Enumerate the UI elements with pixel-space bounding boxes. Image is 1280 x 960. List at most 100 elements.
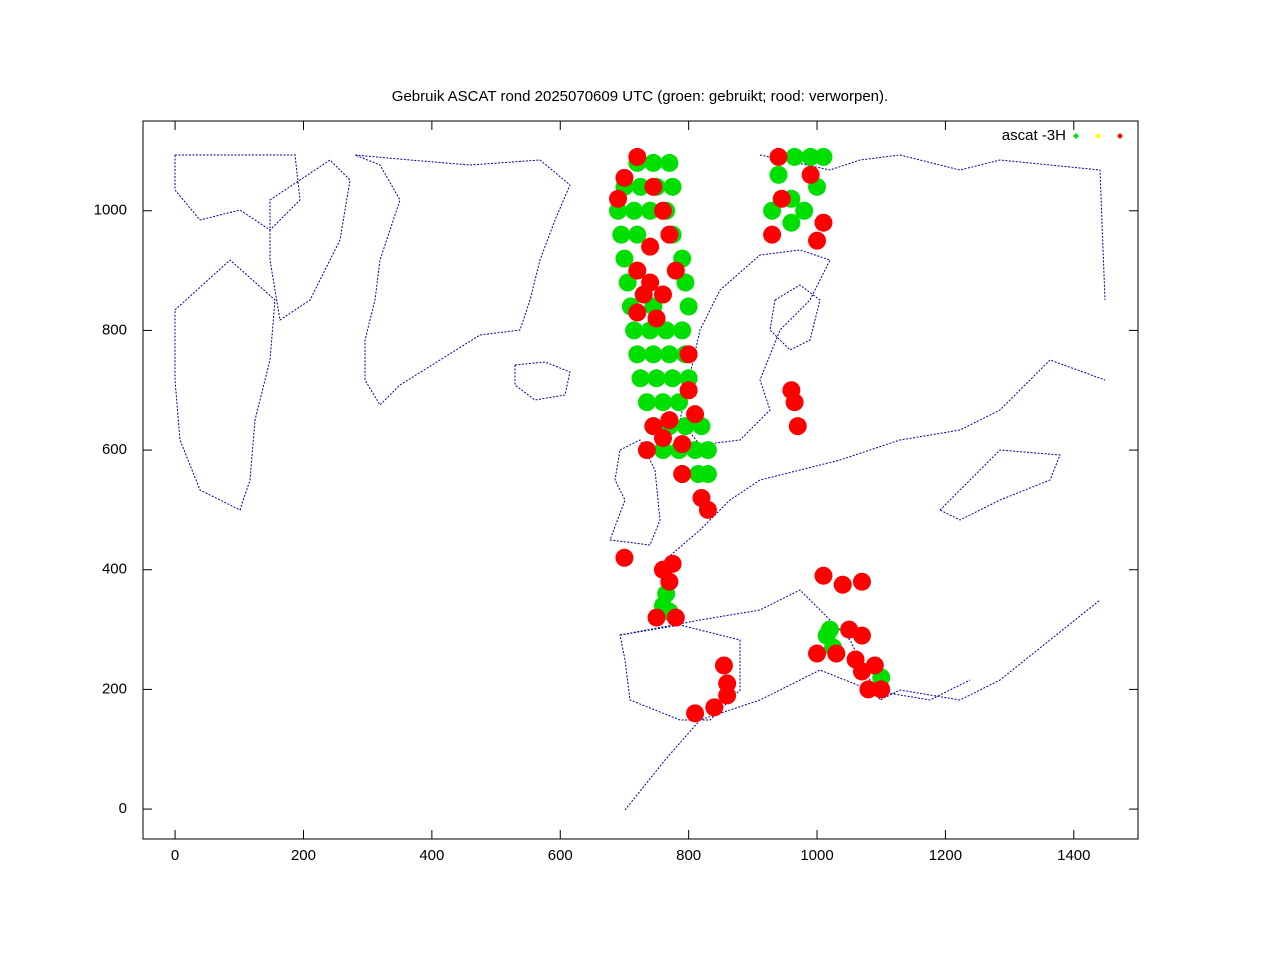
data-point [666,608,685,627]
coastline [354,154,571,406]
y-tick-label: 800 [102,321,127,338]
coastline [769,284,821,351]
y-tick-label: 400 [102,561,127,578]
data-point [631,177,650,196]
data-point [808,644,827,663]
data-point [782,381,801,400]
data-point [676,273,695,292]
legend-marker [1095,133,1101,139]
data-point [801,147,820,166]
data-point [714,656,733,675]
data-point [625,201,644,220]
data-point [653,201,672,220]
data-point [795,201,814,220]
data-point [644,153,663,172]
data-point [698,465,717,484]
data-point [852,572,871,591]
data-point [637,393,656,412]
data-point [673,465,692,484]
data-point [612,225,631,244]
data-point [615,548,634,567]
data-point [660,345,679,364]
coastline [679,249,831,446]
data-point [865,656,884,675]
legend-marker [1117,133,1123,139]
coastline [609,439,661,546]
data-point [763,225,782,244]
plot-frame [142,120,1139,840]
y-tick-label: 1000 [94,202,127,219]
data-point [644,177,663,196]
data-point [660,411,679,430]
data-point [769,147,788,166]
data-point [705,698,724,717]
data-point [814,147,833,166]
data-point [634,285,653,304]
coastline [664,359,1106,561]
data-point [679,381,698,400]
data-point [644,345,663,364]
data-point [618,273,637,292]
data-point [628,345,647,364]
coastline [619,624,741,721]
data-point [641,201,660,220]
data-point [827,644,846,663]
x-tick-label: 0 [171,847,179,864]
data-point [686,405,705,424]
data-point [653,429,672,448]
chart-title: Gebruik ASCAT rond 2025070609 UTC (groen… [392,88,888,105]
coastline [174,154,301,231]
data-point [820,620,839,639]
y-tick-label: 200 [102,680,127,697]
data-point [763,201,782,220]
data-point [663,369,682,388]
data-point [852,626,871,645]
data-point [637,441,656,460]
data-point [657,321,676,340]
data-point [718,674,737,693]
x-tick-label: 1200 [929,847,962,864]
data-point [679,345,698,364]
data-point [769,165,788,184]
data-point [615,249,634,268]
data-point [663,554,682,573]
data-point [782,213,801,232]
coastline [624,669,971,811]
data-point [872,680,891,699]
y-tick-label: 0 [119,800,127,817]
y-tick-label: 600 [102,441,127,458]
data-point [628,303,647,322]
coastline [514,361,571,401]
legend-label: ascat -3H [1002,127,1066,144]
data-point [615,168,634,187]
x-tick-label: 1400 [1057,847,1090,864]
x-tick-label: 400 [419,847,444,864]
x-tick-label: 800 [676,847,701,864]
data-point [666,261,685,280]
legend-marker [1073,133,1079,139]
data-point [625,321,644,340]
data-point [814,213,833,232]
data-point [653,393,672,412]
coastline [174,259,276,511]
x-tick-label: 600 [548,847,573,864]
data-point [647,608,666,627]
data-point [785,147,804,166]
x-tick-label: 1000 [800,847,833,864]
data-point [859,680,878,699]
data-point [653,285,672,304]
data-point [788,417,807,436]
data-point [644,417,663,436]
data-point [808,231,827,250]
data-point [673,321,692,340]
data-point [833,575,852,594]
data-point [641,237,660,256]
data-point [628,225,647,244]
data-point [647,369,666,388]
data-point [679,297,698,316]
coastline [269,159,351,321]
data-point [814,566,833,585]
data-point [631,369,650,388]
data-point [676,417,695,436]
